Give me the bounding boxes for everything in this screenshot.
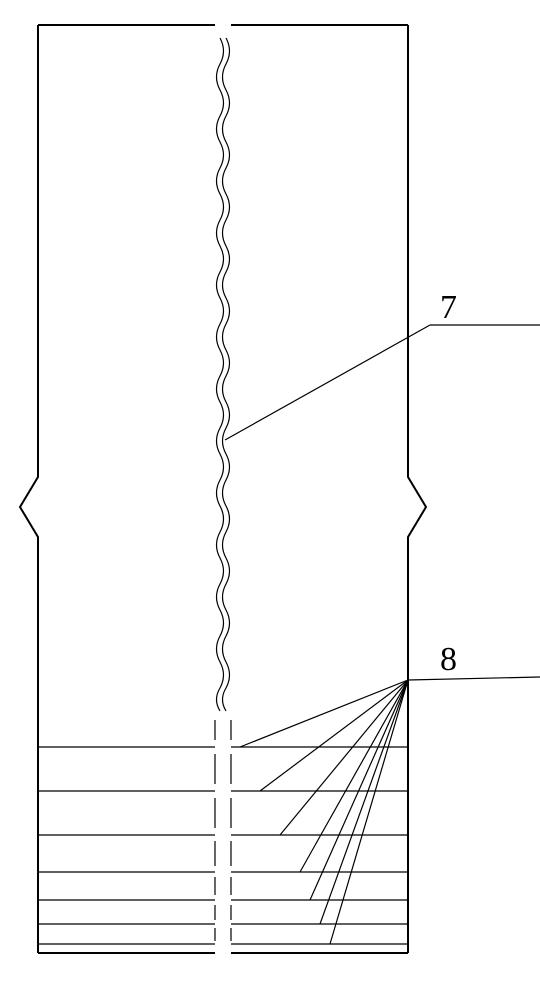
wavy-line-left — [217, 38, 224, 711]
label-8: 8 — [440, 641, 457, 678]
wavy-line-right — [223, 38, 230, 711]
leader-8-fan-6 — [330, 680, 408, 944]
leader-8-fan-1 — [260, 680, 408, 791]
right-side — [408, 25, 426, 953]
leader-7-diag — [225, 325, 430, 440]
leader-8-fan-2 — [280, 680, 408, 835]
label-7: 7 — [440, 289, 457, 326]
leader-8-fan-5 — [320, 680, 408, 924]
leader-8-horiz — [408, 677, 540, 680]
left-side — [20, 25, 38, 953]
leader-8-fan-3 — [300, 680, 408, 872]
